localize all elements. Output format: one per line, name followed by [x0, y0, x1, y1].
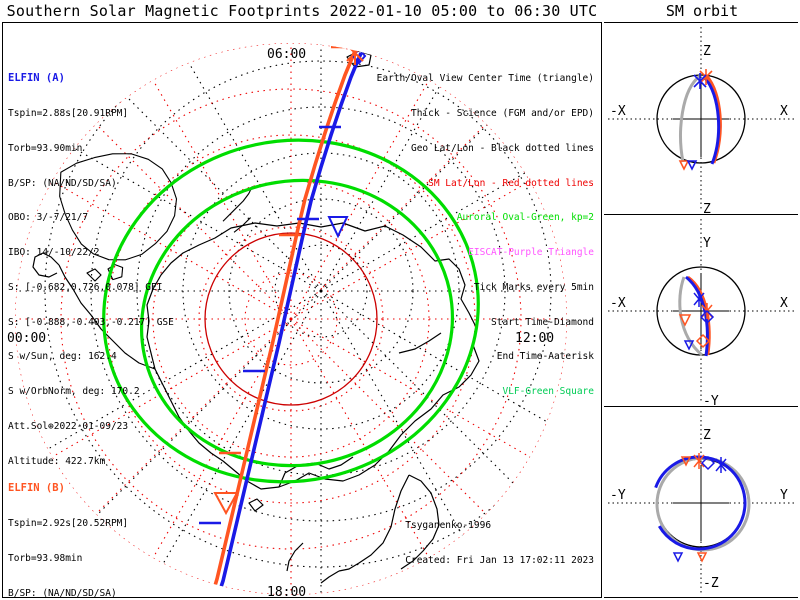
map-legend: Earth/Oval View Center Time (triangle) T…: [377, 50, 594, 421]
panel-zx-marker-a: [686, 73, 707, 171]
probe-a-line-0: Tspin=2.88s[20.91RPM]: [8, 107, 129, 119]
model-label: Tsyganenko-1996: [405, 520, 492, 532]
panel-zx-axes: [608, 27, 794, 211]
probe-b-info: ELFIN (B) Tspin=2.92s[20.52RPM] Torb=93.…: [8, 460, 168, 598]
sm-panel-zy: Z -Z -Y Y: [604, 406, 798, 598]
legend-item-9: VLF-Green Square: [502, 386, 594, 398]
legend-item-2: Geo Lat/Lon - Black dotted lines: [410, 142, 594, 154]
probe-a-line-4: IBO: 14/-10/22/2: [8, 247, 100, 259]
panel-zy-label-top: Z: [703, 428, 711, 443]
panel-yx-label-right: X: [780, 296, 788, 311]
sm-orbit-title: SM orbit: [665, 2, 739, 20]
clock-label-bottom: 18:00: [267, 585, 307, 598]
page-title: Southern Solar Magnetic Footprints 2022-…: [6, 2, 598, 20]
polar-map-svg: [15, 43, 567, 595]
probe-a-line-5: S: [-0.682,0.726,0.078] GEI: [8, 281, 163, 293]
legend-item-5: EISCAT-Purple Triangle: [468, 247, 594, 259]
auroral-oval-outer: [102, 138, 480, 484]
panel-zy-label-bottom: -Z: [703, 576, 719, 591]
auroral-oval-inner: [139, 178, 455, 468]
panel-yx-orbit-a: [685, 275, 709, 357]
panel-zy-label-left: -Y: [610, 488, 626, 503]
legend-item-0: Earth/Oval View Center Time (triangle): [376, 73, 594, 85]
auroral-oval: [102, 138, 480, 484]
panel-yx-label-top: Y: [703, 236, 711, 251]
legend-item-1: Thick - Science (FGM and/or EPD): [410, 107, 594, 119]
panel-yx-label-bottom: -Y: [703, 394, 719, 406]
sm-inner-circle: [204, 232, 378, 406]
created-label: Created: Fri Jan 13 17:02:11 2023: [405, 555, 594, 567]
clock-label-top: 06:00: [267, 47, 307, 62]
sm-orbit-column: Z Z -X X: [604, 22, 798, 598]
panel-zy-label-right: Y: [780, 488, 788, 503]
panel-zx-label-top: Z: [703, 44, 711, 59]
probe-a-name: ELFIN (A): [8, 72, 65, 85]
probe-a-line-8: S w/OrbNorm, deg: 170.2: [8, 386, 140, 398]
legend-item-8: End Time-Aaterisk: [496, 351, 594, 363]
sm-panel-zx: Z Z -X X: [604, 22, 798, 214]
probe-a-info: ELFIN (A) Tspin=2.88s[20.91RPM] Torb=93.…: [8, 50, 174, 491]
probe-b-line-2: B/SP: (NA/ND/SD/SA): [8, 587, 117, 598]
probe-a-line-1: Torb=93.90min: [8, 142, 83, 154]
probe-a-line-7: S w/Sun, deg: 162.4: [8, 351, 117, 363]
legend-item-3: SM Lat/Lon - Red dotted lines: [428, 177, 594, 189]
probe-a-line-10: Altitude: 422.7km: [8, 455, 106, 467]
clock-label-right: 12:00: [515, 331, 555, 346]
panel-zy-markers-a: [672, 455, 727, 563]
view-center-triangle-b: [213, 492, 239, 516]
legend-item-7: Start Time-Diamond: [491, 316, 594, 328]
probe-b-name: ELFIN (B): [8, 482, 65, 495]
probe-a-line-3: OBO: 3/-7/21/7: [8, 212, 89, 224]
probe-b-line-0: Tspin=2.92s[20.52RPM]: [8, 517, 129, 529]
panel-zx-orbit-gray: [679, 74, 701, 163]
panel-zy-markers-b: [680, 453, 708, 563]
legend-item-4: Auroral Oval-Green, kp=2: [456, 212, 594, 224]
footprint-track-a: [215, 52, 363, 595]
panel-zx-label-left: -X: [610, 104, 626, 119]
probe-a-line-2: B/SP: (NA/ND/SD/SA): [8, 177, 117, 189]
probe-b-line-1: Torb=93.98min: [8, 552, 83, 564]
probe-a-line-6: S: [-0.888,-0.403,-0.217] GSE: [8, 316, 174, 328]
panel-yx-markers-a: [683, 291, 715, 351]
sm-panel-yx: Y -Y -X X: [604, 214, 798, 406]
panel-zx-earth: [656, 74, 746, 164]
panel-zx-label-bottom: Z: [703, 202, 711, 214]
clock-label-left: 00:00: [7, 331, 47, 346]
panel-zx-label-right: X: [780, 104, 788, 119]
panel-yx-label-left: -X: [610, 296, 626, 311]
panel-zy-orbit-gray: [655, 456, 751, 552]
probe-a-line-9: Att.Sol⊕2022-01-09/23: [8, 421, 129, 432]
panel-zy-crosshair: [673, 465, 729, 541]
panel-zy-axes: [608, 411, 794, 595]
panel-zx-orbit-a: [703, 77, 721, 165]
panel-zx-marker-b: [678, 69, 713, 171]
legend-item-6: Tick Marks every 5min: [473, 281, 594, 293]
panel-yx-axes: [608, 219, 794, 403]
credit-block: Tsyganenko-1996 Created: Fri Jan 13 17:0…: [405, 497, 594, 590]
view-center-triangle-a: [327, 216, 349, 239]
footprint-map-panel: 06:00 00:00 12:00 18:00 ELFIN (A) Tspin=…: [2, 22, 602, 598]
